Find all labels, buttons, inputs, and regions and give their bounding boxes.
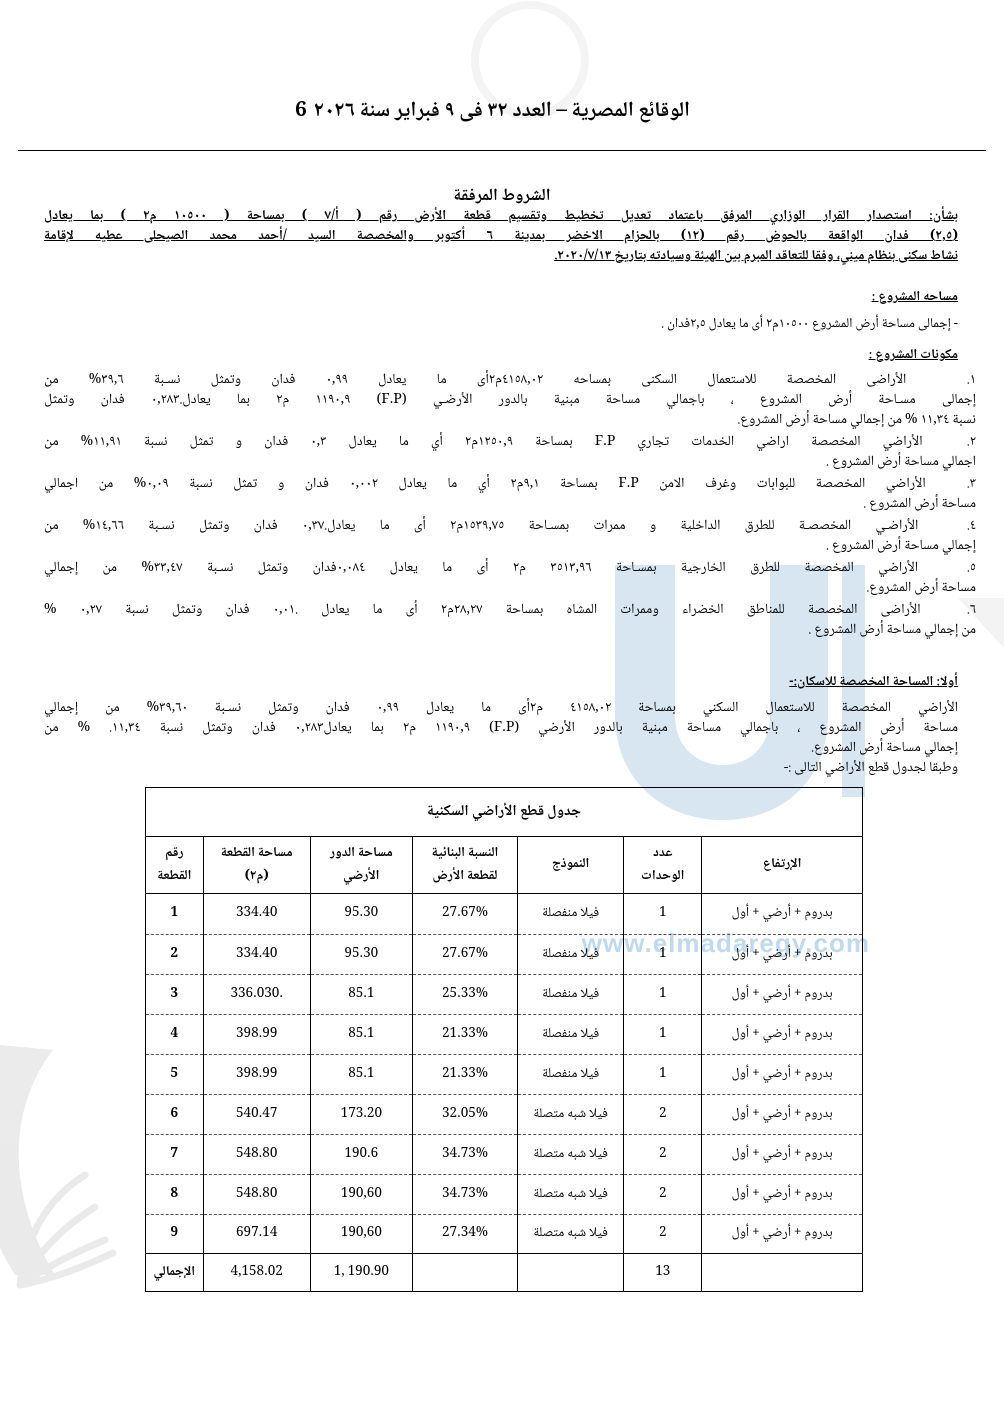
svg-text:هرم: هرم [1000, 678, 1004, 857]
